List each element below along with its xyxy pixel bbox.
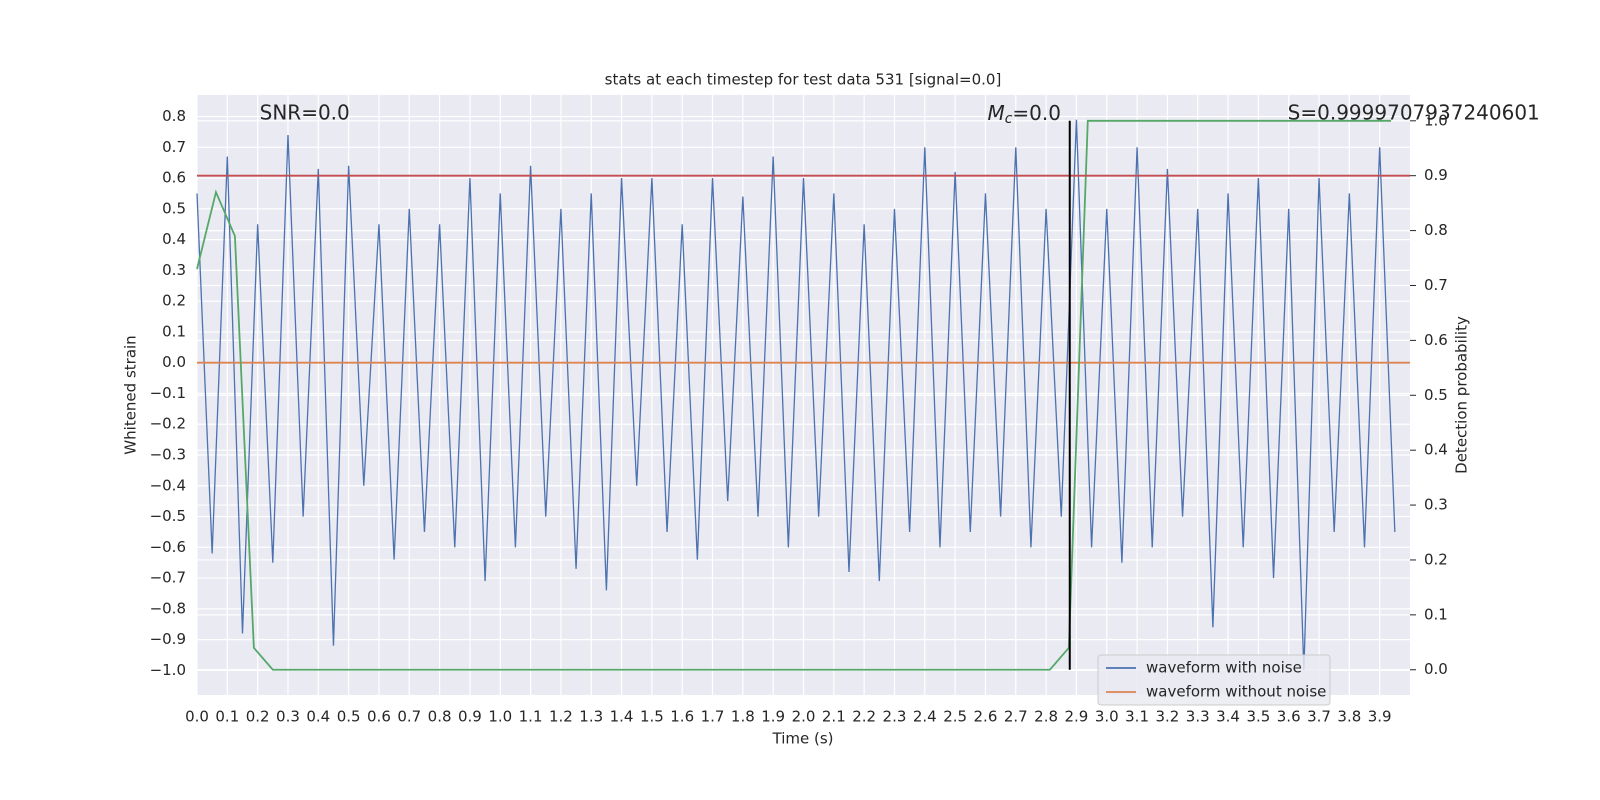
x-tick-label: 1.2 — [549, 708, 573, 726]
y-tick-label: 0.8 — [162, 107, 186, 125]
x-tick-label: 0.3 — [276, 708, 300, 726]
y2-tick-label: 0.6 — [1424, 331, 1448, 349]
x-tick-label: 1.5 — [640, 708, 664, 726]
x-tick-label: 0.2 — [246, 708, 270, 726]
y2-tick-label: 1.0 — [1424, 111, 1448, 129]
annotation-base: M — [987, 101, 1004, 125]
x-tick-label: 0.7 — [397, 708, 421, 726]
x-tick-label: 3.9 — [1368, 708, 1392, 726]
annotation-sub: c — [1005, 111, 1013, 127]
x-tick-label: 1.6 — [670, 708, 694, 726]
x-tick-label: 3.2 — [1155, 708, 1179, 726]
x-tick-label: 3.1 — [1125, 708, 1149, 726]
x-tick-label: 1.8 — [731, 708, 755, 726]
y-tick-label: 0.6 — [162, 169, 186, 187]
x-tick-label: 1.1 — [519, 708, 543, 726]
x-tick-label: 2.7 — [1004, 708, 1028, 726]
grid — [196, 95, 1410, 695]
x-tick-label: 0.6 — [367, 708, 391, 726]
x-tick-label: 2.9 — [1064, 708, 1088, 726]
x-tick-label: 0.1 — [215, 708, 239, 726]
y-axis-label: Whitened strain — [122, 335, 140, 454]
annotation: SNR=0.0 — [260, 101, 350, 125]
legend-label: waveform without noise — [1146, 683, 1326, 701]
legend-label: waveform with noise — [1146, 659, 1302, 677]
y-tick-label: −0.6 — [150, 538, 186, 556]
y2-tick-label: 0.3 — [1424, 496, 1448, 514]
x-tick-label: 2.6 — [974, 708, 998, 726]
y-tick-label: 0.0 — [162, 353, 186, 371]
y-tick-label: −0.7 — [150, 569, 186, 587]
x-tick-label: 1.4 — [610, 708, 634, 726]
y2-axis-label: Detection probability — [1453, 316, 1471, 474]
y-tick-label: −0.3 — [150, 446, 186, 464]
annotation-suffix: =0.0 — [1012, 101, 1061, 125]
x-tick-label: 1.7 — [701, 708, 725, 726]
x-tick-label: 0.0 — [185, 708, 209, 726]
y2-tick-label: 0.9 — [1424, 166, 1448, 184]
y2-tick-label: 0.7 — [1424, 276, 1448, 294]
y-tick-label: −0.8 — [150, 599, 186, 617]
y2-tick-label: 0.5 — [1424, 386, 1448, 404]
y-tick-label: −0.1 — [150, 384, 186, 402]
x-tick-label: 2.1 — [822, 708, 846, 726]
y-tick-label: 0.7 — [162, 138, 186, 156]
x-tick-label: 3.5 — [1246, 708, 1270, 726]
y-tick-label: −0.9 — [150, 630, 186, 648]
x-tick-label: 3.4 — [1216, 708, 1240, 726]
y-tick-label: −0.5 — [150, 507, 186, 525]
chart-title: stats at each timestep for test data 531… — [605, 71, 1002, 89]
legend — [1097, 654, 1331, 706]
x-tick-label: 0.4 — [306, 708, 330, 726]
y2-tick-label: 0.8 — [1424, 221, 1448, 239]
y-tick-label: −0.2 — [150, 415, 186, 433]
y2-tick-label: 0.2 — [1424, 550, 1448, 568]
x-tick-label: 0.8 — [428, 708, 452, 726]
x-tick-label: 0.9 — [458, 708, 482, 726]
y-tick-label: 0.4 — [162, 230, 186, 248]
y2-tick-label: 0.1 — [1424, 605, 1448, 623]
x-tick-label: 2.4 — [913, 708, 937, 726]
x-tick-label: 3.7 — [1307, 708, 1331, 726]
y-tick-label: 0.3 — [162, 261, 186, 279]
annotation: Mc=0.0 — [987, 101, 1061, 128]
x-axis-label: Time (s) — [772, 730, 834, 748]
y2-tick-label: 0.0 — [1424, 660, 1448, 678]
annotation: S=0.9999707937240601 — [1288, 101, 1540, 125]
x-tick-label: 2.2 — [852, 708, 876, 726]
y-tick-label: 0.1 — [162, 322, 186, 340]
y-tick-label: −0.4 — [150, 476, 186, 494]
x-tick-label: 2.8 — [1034, 708, 1058, 726]
y-tick-label: 0.2 — [162, 292, 186, 310]
y-tick-label: −1.0 — [150, 661, 186, 679]
x-tick-label: 2.0 — [792, 708, 816, 726]
x-tick-label: 2.3 — [883, 708, 907, 726]
x-tick-label: 3.6 — [1277, 708, 1301, 726]
y-tick-label: 0.5 — [162, 199, 186, 217]
y2-tick-label: 0.4 — [1424, 441, 1448, 459]
x-tick-label: 1.0 — [488, 708, 512, 726]
x-tick-label: 2.5 — [943, 708, 967, 726]
x-tick-label: 0.5 — [337, 708, 361, 726]
x-tick-label: 3.0 — [1095, 708, 1119, 726]
series-line — [196, 119, 1392, 671]
x-tick-label: 1.9 — [761, 708, 785, 726]
x-tick-label: 3.8 — [1337, 708, 1361, 726]
x-tick-label: 1.3 — [579, 708, 603, 726]
x-tick-label: 3.3 — [1186, 708, 1210, 726]
